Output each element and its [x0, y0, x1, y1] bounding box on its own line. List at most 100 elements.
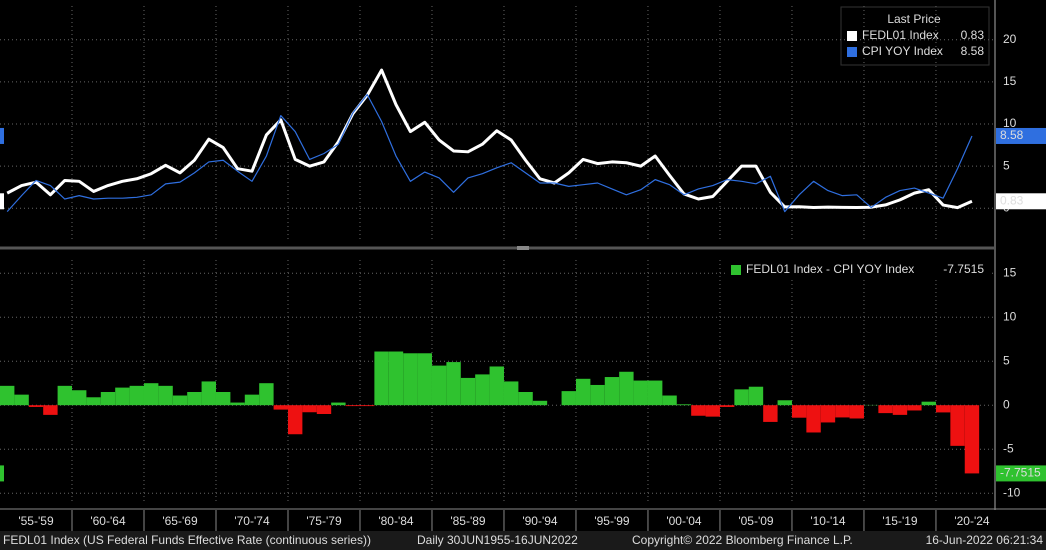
bar	[316, 405, 332, 414]
bar	[187, 392, 202, 406]
spread-tag	[996, 465, 1046, 482]
legend-value: -7.7515	[943, 262, 984, 276]
bar	[331, 402, 346, 406]
x-tick-label: '70-'74	[234, 514, 270, 528]
footer-range: Daily 30JUN1955-16JUN2022	[417, 533, 578, 547]
y-tick-label: 0	[1003, 397, 1010, 411]
bar	[878, 405, 893, 414]
bar	[302, 405, 317, 413]
bar	[359, 405, 375, 407]
bar	[417, 353, 432, 406]
y-tick-label: -5	[1003, 441, 1014, 455]
bar	[115, 387, 130, 406]
y-tick-label: 15	[1003, 265, 1017, 279]
bar	[719, 405, 735, 407]
bar	[532, 400, 548, 406]
bar	[849, 405, 864, 419]
bar	[964, 405, 980, 474]
series-1-tag-label: 8.58	[1000, 128, 1024, 142]
bar	[950, 405, 965, 446]
bar	[172, 395, 188, 406]
bar	[244, 394, 260, 406]
bar	[820, 405, 836, 423]
bar	[230, 402, 245, 406]
legend-swatch	[847, 31, 857, 41]
bar	[892, 405, 908, 415]
bar	[691, 405, 706, 416]
y-tick-label: 5	[1003, 353, 1010, 367]
footer-description: FEDL01 Index (US Federal Funds Effective…	[3, 533, 371, 547]
x-tick-label: '65-'69	[162, 514, 198, 528]
bar	[86, 397, 101, 406]
series-line	[6, 93, 973, 213]
bar	[561, 391, 576, 406]
bar	[0, 385, 15, 406]
bar	[215, 392, 231, 406]
bar	[14, 394, 29, 406]
bar	[921, 401, 936, 406]
bar	[259, 383, 274, 406]
legend-swatch	[731, 265, 741, 275]
bar	[907, 405, 922, 411]
x-tick-label: '15-'19	[882, 514, 918, 528]
divider-handle	[517, 246, 529, 250]
bar	[734, 389, 749, 406]
x-tick-label: '10-'14	[810, 514, 846, 528]
bar	[748, 386, 764, 406]
bar	[431, 365, 447, 406]
series-1-tag	[996, 127, 1046, 144]
series-0-left-marker	[0, 193, 4, 210]
spread-left-marker	[0, 465, 4, 482]
bar	[71, 390, 87, 406]
bar	[777, 400, 792, 406]
bar	[475, 374, 490, 406]
bar	[518, 392, 533, 406]
x-tick-label: '05-'09	[738, 514, 774, 528]
x-tick-label: '60-'64	[90, 514, 126, 528]
bar	[647, 380, 663, 406]
series-1-left-marker	[0, 127, 4, 144]
bar	[374, 351, 389, 406]
bar	[763, 405, 778, 422]
legend-title: Last Price	[887, 12, 941, 26]
bar	[619, 371, 634, 406]
y-tick-label: 20	[1003, 32, 1017, 46]
bar	[57, 385, 72, 406]
series-line	[6, 68, 973, 210]
x-tick-label: '90-'94	[522, 514, 558, 528]
bar	[201, 381, 216, 406]
bar	[633, 380, 648, 406]
series-0-tag-label: 0.83	[1000, 193, 1024, 207]
bar	[662, 395, 677, 406]
y-tick-label: 10	[1003, 116, 1017, 130]
bar	[460, 377, 476, 406]
legend-value: 0.83	[961, 28, 985, 42]
bar	[489, 366, 504, 406]
x-tick-label: '85-'89	[450, 514, 486, 528]
bar	[403, 353, 418, 406]
bar	[143, 383, 159, 406]
legend-label: CPI YOY Index	[862, 44, 943, 58]
bar	[100, 392, 116, 406]
bar	[575, 378, 591, 406]
legend-label: FEDL01 Index - CPI YOY Index	[746, 262, 914, 276]
x-tick-label: '00-'04	[666, 514, 702, 528]
bar	[345, 405, 360, 407]
y-tick-label: 5	[1003, 158, 1010, 172]
y-tick-label: -10	[1003, 485, 1021, 499]
bar	[604, 377, 620, 406]
bar	[273, 405, 288, 410]
bar	[503, 381, 519, 406]
bar	[287, 405, 303, 435]
x-tick-label: '20-'24	[954, 514, 990, 528]
series-0-tag	[996, 193, 1046, 210]
footer-bar	[0, 531, 1046, 550]
y-tick-label: 10	[1003, 309, 1017, 323]
bar	[806, 405, 821, 433]
legend-swatch	[847, 47, 857, 57]
bar	[158, 385, 173, 406]
x-tick-label: '75-'79	[306, 514, 342, 528]
bar	[129, 385, 144, 406]
legend-label: FEDL01 Index	[862, 28, 939, 42]
